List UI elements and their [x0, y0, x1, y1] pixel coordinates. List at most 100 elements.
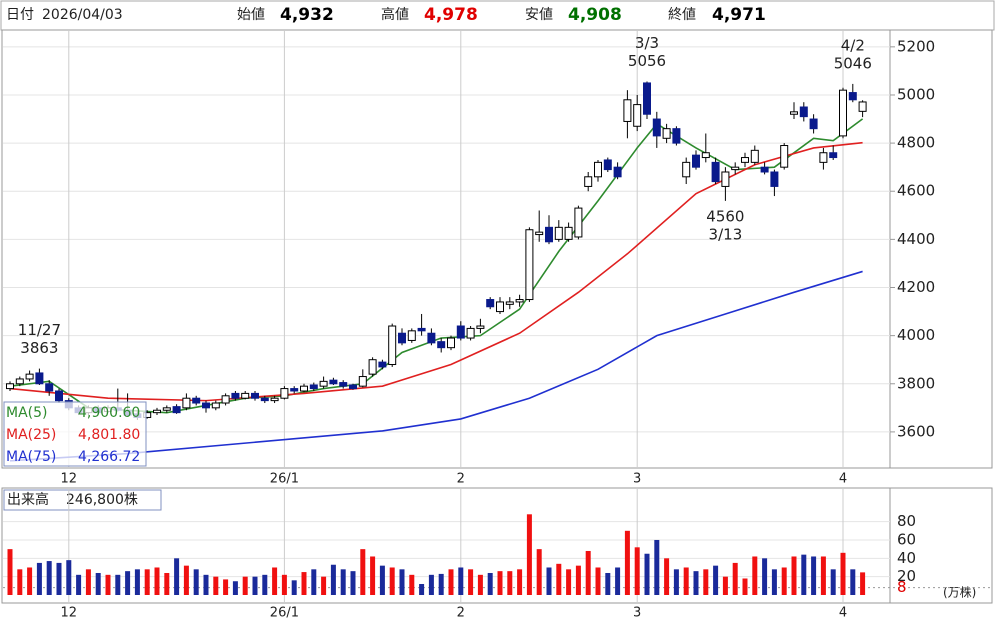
y-tick-label: 3600 — [897, 422, 935, 440]
candle-body — [515, 299, 524, 303]
volume-bar — [281, 574, 287, 595]
annotation-date: 3/13 — [709, 225, 743, 243]
candle-body — [701, 152, 710, 159]
volume-bar — [458, 567, 464, 595]
y-tick-label: 20 — [897, 567, 916, 585]
legend-value: 4,900.60 — [78, 405, 140, 421]
candle-body — [564, 226, 573, 240]
header-label: 高値 — [381, 6, 409, 23]
volume-title: 出来高 — [7, 491, 49, 508]
candle-body — [35, 372, 44, 385]
volume-bar — [56, 562, 62, 595]
candle-body — [398, 332, 406, 344]
volume-bar — [830, 569, 836, 595]
candle-body — [231, 392, 240, 399]
header-label: 安値 — [525, 7, 553, 23]
y-tick-label: 5200 — [897, 37, 935, 55]
volume-bar — [693, 571, 699, 595]
volume-bar — [742, 578, 748, 595]
y-tick-label: 4800 — [897, 134, 935, 152]
header-value: 4,978 — [424, 5, 478, 25]
candle-body — [829, 152, 838, 159]
candle-body — [682, 161, 691, 178]
volume-unit: (万株) — [943, 585, 976, 600]
candle-body — [437, 341, 446, 349]
volume-bar — [781, 567, 787, 595]
candle-body — [476, 325, 485, 329]
volume-bar — [223, 579, 229, 595]
legend-value: 4,266.72 — [78, 449, 140, 465]
volume-bar — [291, 580, 297, 595]
candle-body — [407, 330, 416, 341]
volume-bar — [115, 574, 121, 595]
candle-body — [15, 378, 24, 385]
candle-body — [633, 104, 642, 127]
volume-bar — [585, 550, 591, 595]
candle-body — [721, 171, 730, 187]
candle-body — [809, 118, 818, 130]
volume-bar — [664, 558, 670, 595]
volume-bar — [379, 565, 385, 595]
volume-bar — [752, 556, 758, 595]
volume-bar — [634, 547, 640, 595]
header-value: 4,908 — [568, 5, 622, 25]
x-tick-label: 26/1 — [270, 472, 299, 487]
x-tick-label: 2 — [457, 606, 465, 621]
candle-body — [594, 161, 602, 178]
volume-bar — [556, 563, 562, 595]
volume-bar — [654, 539, 660, 595]
volume-bar — [154, 567, 160, 595]
candle-body — [505, 301, 514, 305]
volume-bar — [330, 564, 336, 595]
volume-bar — [340, 569, 346, 595]
candle-body — [770, 171, 779, 187]
annotation-date: 3/3 — [635, 34, 659, 52]
volume-bar — [438, 573, 444, 595]
volume-bar — [791, 556, 797, 595]
y-tick-label: 4400 — [897, 230, 935, 248]
volume-bar — [860, 572, 866, 595]
volume-bar — [164, 572, 170, 595]
candle-body — [554, 226, 563, 240]
legend-value: 4,801.80 — [78, 427, 140, 443]
volume-bar — [36, 562, 42, 595]
candle-body — [711, 161, 720, 183]
volume-bar — [17, 569, 23, 595]
candle-body — [55, 390, 63, 402]
volume-bar — [517, 569, 523, 595]
volume-bar — [575, 565, 581, 595]
annotation-date: 4/2 — [841, 36, 865, 54]
candle-body — [378, 361, 387, 368]
volume-bar — [389, 567, 395, 595]
candle-body — [25, 373, 34, 380]
y-tick-label: 60 — [897, 530, 916, 548]
header-bar — [0, 0, 995, 31]
candle-body — [750, 149, 759, 163]
volume-bar — [350, 571, 356, 595]
candle-body — [260, 397, 269, 402]
candle-body — [623, 99, 632, 122]
candle-body — [172, 406, 181, 414]
candle-body — [545, 226, 553, 243]
candle-body — [456, 325, 465, 339]
header-value: 4,932 — [280, 5, 334, 25]
candle-body — [848, 92, 857, 101]
candle-body — [760, 166, 769, 173]
volume-bar — [232, 581, 238, 595]
legend-box — [3, 401, 147, 467]
y-tick-label: 40 — [897, 549, 916, 567]
volume-bar — [409, 574, 415, 595]
volume-bar — [183, 565, 189, 595]
volume-bar — [801, 554, 807, 595]
volume-bar — [536, 549, 542, 595]
candle-body — [329, 379, 338, 385]
volume-bar — [272, 567, 278, 595]
date: 2026/04/03 — [42, 7, 123, 23]
volume-bar — [7, 549, 13, 595]
candle-body — [819, 152, 828, 163]
candle-body — [486, 299, 495, 308]
volume-bar — [76, 574, 82, 595]
annotation-price: 4560 — [706, 207, 744, 225]
volume-bar — [624, 530, 630, 595]
candle-body — [652, 118, 661, 137]
